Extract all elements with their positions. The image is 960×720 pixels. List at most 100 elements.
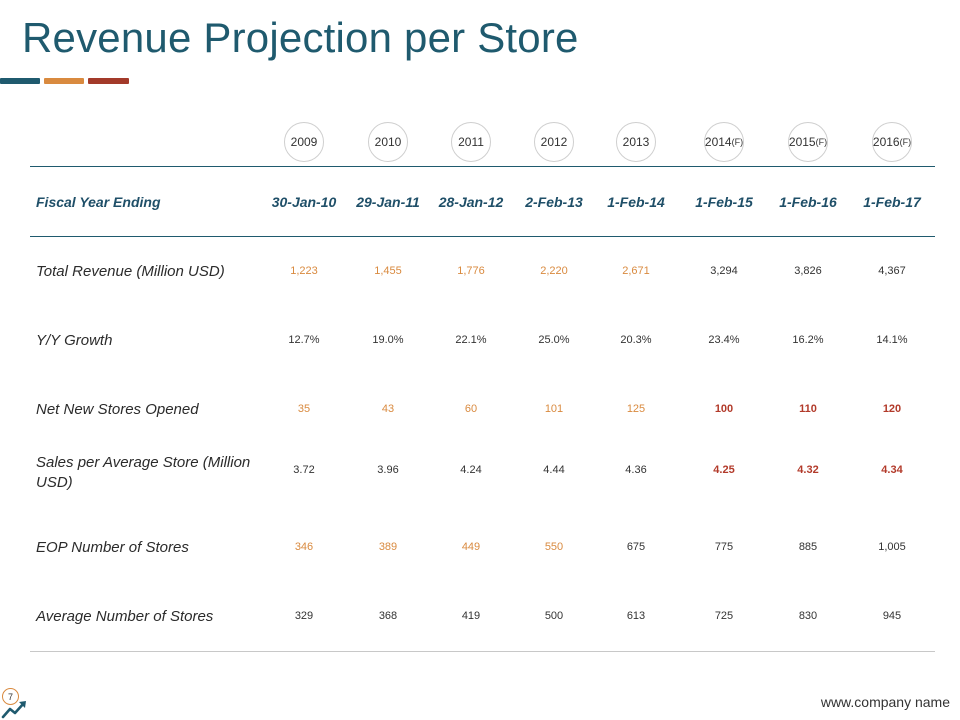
trend-arrow-icon [1,701,26,719]
table-cell: 4.34 [881,464,903,476]
fiscal-year-ending-cell: 29-Jan-11 [356,194,420,210]
table-cell: 22.1% [455,334,487,346]
fiscal-year-ending-cell: 2-Feb-13 [525,194,583,210]
table-cell: 329 [294,610,314,622]
table-cell: 3,294 [710,265,738,277]
year-text: 2012 [540,135,568,149]
table-cell: 1,455 [374,265,402,277]
accent-bar-orange [44,78,84,84]
table-cell: 101 [544,403,564,415]
table-cell: 3,826 [794,265,822,277]
table-cell: 35 [297,403,311,415]
table-cell: 389 [378,541,398,553]
table-cell: 368 [378,610,398,622]
table-cell: 120 [882,403,902,415]
table-row: Total Revenue (Million USD) 1,223 1,455 1,7… [0,262,960,312]
table-cell: 25.0% [538,334,570,346]
table-cell: 100 [714,403,734,415]
accent-bar-red [88,78,129,84]
table-row: Sales per Average Store (Million USD) 3.7… [0,454,960,511]
forecast-marker: (F) [899,137,912,147]
year-badge-7: 2016 (F) [872,122,912,162]
table-cell: 4.32 [797,464,819,476]
fiscal-year-ending-cell: 1-Feb-17 [863,194,921,210]
forecast-marker: (F) [731,137,744,147]
fiscal-year-ending-cell: 1-Feb-14 [607,194,665,210]
table-cell: 2,671 [622,265,650,277]
table-cell: 20.3% [620,334,652,346]
table-cell: 23.4% [708,334,740,346]
table-cell: 500 [544,610,564,622]
table-cell: 60 [464,403,478,415]
table-cell: 4.44 [543,464,565,476]
year-badge-0: 2009 [284,122,324,162]
table-row: Y/Y Growth 12.7% 19.0% 22.1% 25.0% 20.3% 23.4%… [0,331,960,381]
table-cell: 419 [461,610,481,622]
table-cell: 945 [882,610,902,622]
table-cell: 125 [626,403,646,415]
table-cell: 19.0% [372,334,404,346]
table-cell: 2,220 [540,265,568,277]
table-cell: 16.2% [792,334,824,346]
table-cell: 4.25 [713,464,735,476]
table-cell: 4,367 [878,265,906,277]
row-label: Average Number of Stores [36,608,214,625]
table-cell: 613 [626,610,646,622]
table-row: Net New Stores Opened 35 43 60 101 125 100 110 1… [0,400,960,450]
table-cell: 4.36 [625,464,647,476]
table-cell: 12.7% [288,334,320,346]
table-cell: 3.96 [377,464,399,476]
table-cell: 346 [294,541,314,553]
year-badge-3: 2012 [534,122,574,162]
forecast-marker: (F) [815,137,828,147]
year-header-row: 2009 2010 2011 2012 2013 2014 (F) 2015 (F) 2016 (F… [0,122,960,164]
year-badge-6: 2015 (F) [788,122,828,162]
year-text: 2016 [872,135,900,149]
table-cell: 550 [544,541,564,553]
table-cell: 725 [714,610,734,622]
row-label: Y/Y Growth [36,332,113,349]
year-badge-4: 2013 [616,122,656,162]
year-badge-1: 2010 [368,122,408,162]
page-number: 7 [2,688,19,705]
table-cell: 14.1% [876,334,908,346]
footer-url: www.company name [820,694,950,710]
table-row: EOP Number of Stores 346 389 449 550 675 775 88… [0,538,960,588]
fiscal-year-divider [30,236,935,237]
row-label: Sales per Average Store (Million USD) [36,454,251,491]
table-cell: 885 [798,541,818,553]
row-label: Net New Stores Opened [36,401,199,418]
table-cell: 4.24 [460,464,482,476]
row-label: Total Revenue (Million USD) [36,263,225,280]
table-cell: 449 [461,541,481,553]
page-title: Revenue Projection per Store [22,14,579,61]
fiscal-year-ending-cell: 1-Feb-16 [779,194,837,210]
table-cell: 1,776 [457,265,485,277]
table-cell: 3.72 [293,464,315,476]
row-label: EOP Number of Stores [36,539,189,556]
year-text: 2009 [290,135,318,149]
table-cell: 830 [798,610,818,622]
fiscal-year-label: Fiscal Year Ending [36,194,161,210]
accent-bar-teal [0,78,40,84]
year-text: 2013 [622,135,650,149]
fiscal-year-ending-cell: 1-Feb-15 [695,194,753,210]
header-divider [30,166,935,167]
table-cell: 110 [799,403,817,415]
year-text: 2010 [374,135,402,149]
table-cell: 43 [381,403,395,415]
year-text: 2015 [788,135,816,149]
table-bottom-divider [30,651,935,652]
table-cell: 675 [626,541,646,553]
table-cell: 775 [714,541,734,553]
year-text: 2011 [458,135,484,149]
table-cell: 1,005 [878,541,906,553]
fiscal-year-row: Fiscal Year Ending 30-Jan-10 29-Jan-11 28-… [0,190,960,214]
table-row: Average Number of Stores 329 368 419 500 613 7… [0,607,960,657]
fiscal-year-ending-cell: 28-Jan-12 [438,194,504,210]
year-badge-2: 2011 [451,122,491,162]
table-cell: 1,223 [290,265,318,277]
fiscal-year-ending-cell: 30-Jan-10 [271,194,337,210]
year-text: 2014 [704,135,732,149]
year-badge-5: 2014 (F) [704,122,744,162]
